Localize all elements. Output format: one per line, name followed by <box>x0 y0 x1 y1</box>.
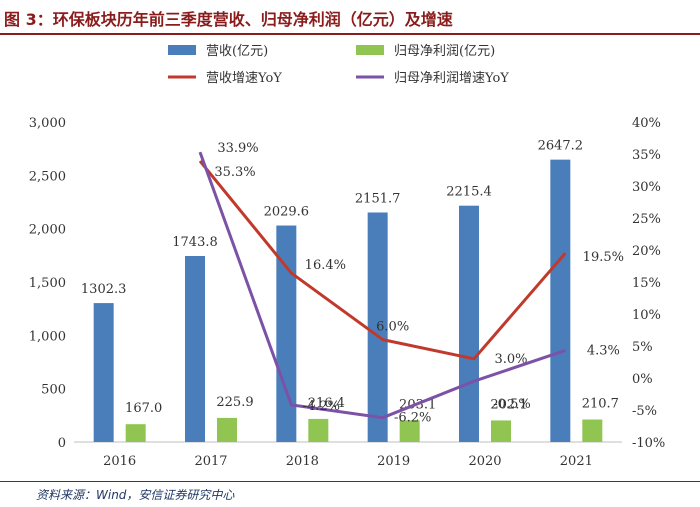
source-divider <box>0 481 700 482</box>
y-right-tick-label: 40% <box>632 116 661 131</box>
profit-bar-label: 225.9 <box>216 395 253 410</box>
profit-bar-label: 167.0 <box>125 401 162 416</box>
legend-label: 归母净利润增速YoY <box>394 71 509 86</box>
revenue-bar <box>93 303 114 442</box>
revenue-bar <box>550 159 571 442</box>
revenue-bar <box>276 225 297 442</box>
legend-swatch <box>168 45 196 55</box>
x-tick-label: 2017 <box>194 454 227 469</box>
revenue-bar <box>185 255 205 442</box>
y-left-tick-label: 2,500 <box>29 169 66 184</box>
y-right-tick-label: 35% <box>632 148 661 163</box>
revenue-yoy-point-label: 19.5% <box>583 250 624 265</box>
revenue-bar-label: 1302.3 <box>81 282 127 297</box>
revenue-bar-label: 2215.4 <box>446 185 492 200</box>
x-tick-label: 2019 <box>377 454 410 469</box>
legend-label: 归母净利润(亿元) <box>394 44 495 59</box>
y-left-tick-label: 1,000 <box>29 329 66 344</box>
revenue-yoy-point-label: 33.9% <box>217 141 258 156</box>
profit-bar <box>217 417 237 442</box>
profit-yoy-point-label: -4.2% <box>303 399 340 414</box>
revenue-bar-label: 2647.2 <box>538 139 584 154</box>
revenue-yoy-point-label: 6.0% <box>376 320 409 335</box>
revenue-yoy-line <box>198 160 567 361</box>
y-left-tick-label: 3,000 <box>29 116 66 131</box>
y-right-tick-label: 15% <box>632 276 661 291</box>
y-right-tick-label: 20% <box>632 244 661 259</box>
y-left-tick-label: 2,000 <box>29 223 66 238</box>
revenue-yoy-point-label: 3.0% <box>494 352 527 367</box>
y-left-tick-label: 1,500 <box>29 276 66 291</box>
chart: 2016 2017 2018 2019 2020 2021 0 500 1,000 1,500 2,… <box>29 44 666 469</box>
revenue-bar <box>367 212 388 442</box>
profit-bar <box>125 424 146 442</box>
legend-label: 营收增速YoY <box>206 71 282 86</box>
profit-bar-label: 210.7 <box>582 397 619 412</box>
profit-yoy-point-label: 4.3% <box>587 343 620 358</box>
legend-label: 营收(亿元) <box>206 44 268 59</box>
profit-bar <box>399 420 420 442</box>
revenue-yoy-point-label: 16.4% <box>305 258 346 273</box>
revenue-bar <box>459 205 479 442</box>
y-right-tick-label: 30% <box>632 180 661 195</box>
profit-yoy-point-label: -0.5% <box>493 397 530 412</box>
revenue-bar-label: 1743.8 <box>172 235 218 250</box>
revenue-bar-label: 2029.6 <box>264 205 310 220</box>
x-tick-label: 2021 <box>560 454 593 469</box>
profit-bar <box>491 420 511 442</box>
legend-swatch <box>356 45 384 55</box>
title-divider <box>0 33 700 35</box>
profit-yoy-line <box>198 151 566 420</box>
y-right-tick-label: -10% <box>632 436 665 451</box>
profit-bar <box>308 418 329 442</box>
profit-yoy-point-label: -6.2% <box>394 411 431 426</box>
profit-yoy-point-label: 35.3% <box>214 165 255 180</box>
y-right-tick-label: 25% <box>632 212 661 227</box>
x-tick-label: 2016 <box>103 454 136 469</box>
x-tick-label: 2018 <box>286 454 319 469</box>
source-note: 资料来源：Wind，安信证券研究中心 <box>36 488 235 502</box>
profit-bar <box>582 419 603 442</box>
y-right-tick-label: 10% <box>632 308 661 323</box>
figure-title: 图 3：环保板块历年前三季度营收、归母净利润（亿元）及增速 <box>4 10 453 29</box>
y-right-tick-label: 0% <box>632 372 653 387</box>
y-right-tick-label: -5% <box>632 404 657 419</box>
y-left-tick-label: 0 <box>58 436 66 451</box>
x-tick-label: 2020 <box>468 454 501 469</box>
profit-bar-label: 202.1 <box>490 397 527 412</box>
revenue-bar-label: 2151.7 <box>355 191 401 206</box>
y-left-tick-label: 500 <box>41 383 66 398</box>
figure-title-bar: 图 3：环保板块历年前三季度营收、归母净利润（亿元）及增速 <box>0 0 700 35</box>
y-right-tick-label: 5% <box>632 340 653 355</box>
